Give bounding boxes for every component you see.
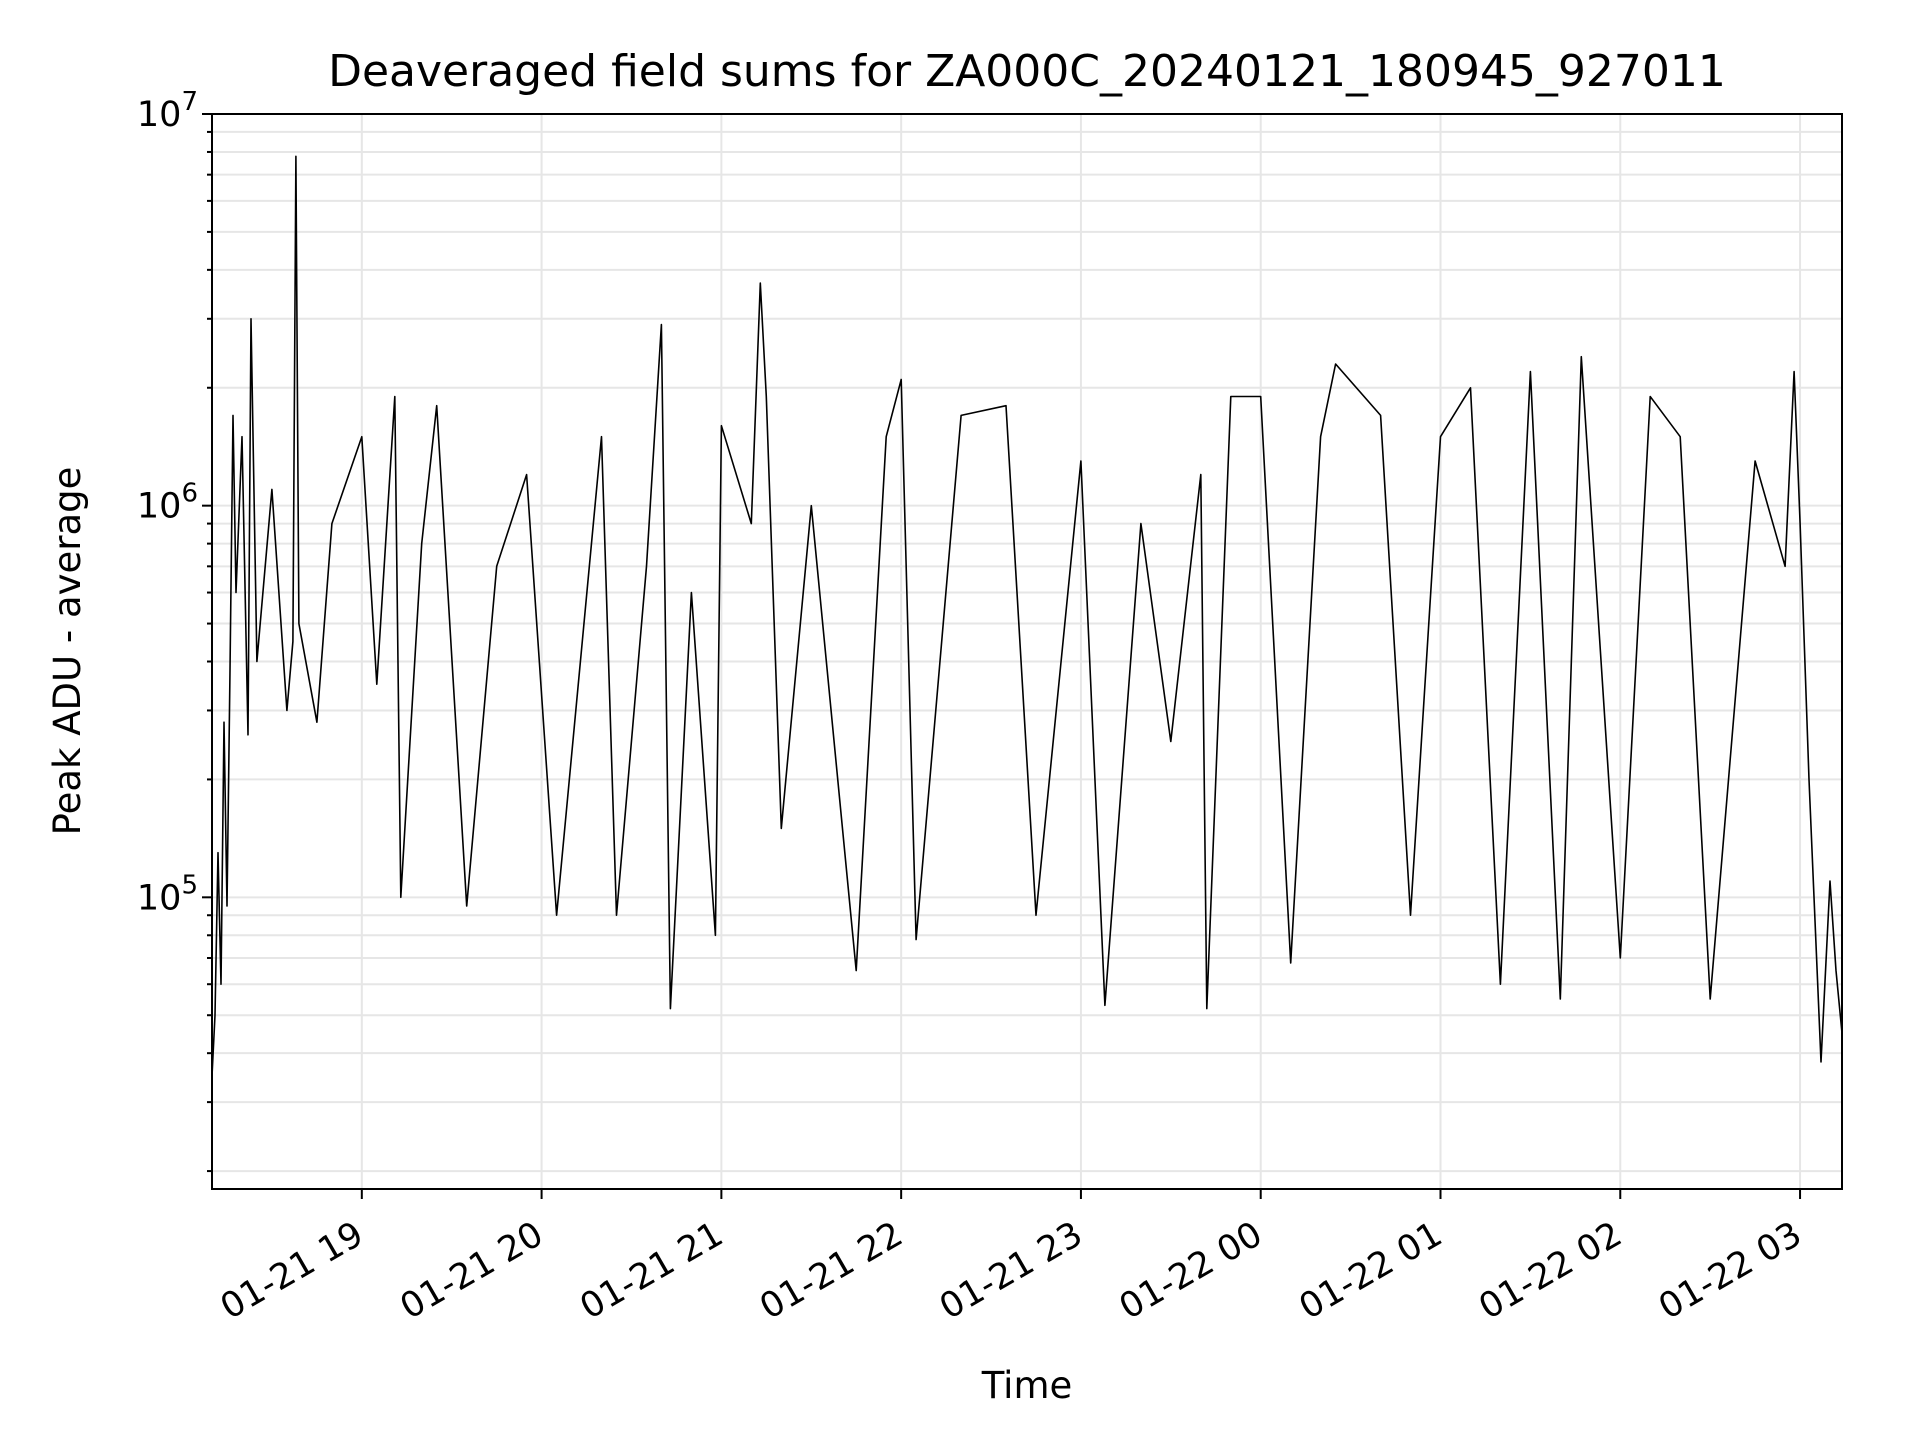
grid <box>212 113 1842 1189</box>
y-tick-label: 107 <box>137 87 198 135</box>
chart-title: Deaveraged field sums for ZA000C_2024012… <box>328 46 1726 97</box>
x-axis-label: Time <box>981 1364 1073 1407</box>
y-axis-label: Peak ADU - average <box>46 467 89 836</box>
y-tick-label: 105 <box>137 870 198 918</box>
series-line <box>211 155 1843 1076</box>
y-tick-label: 106 <box>137 479 198 527</box>
y-axis-ticks: 105 106 107 <box>137 87 212 1173</box>
plot-frame <box>211 113 1843 1190</box>
series-layer <box>211 155 1843 1076</box>
